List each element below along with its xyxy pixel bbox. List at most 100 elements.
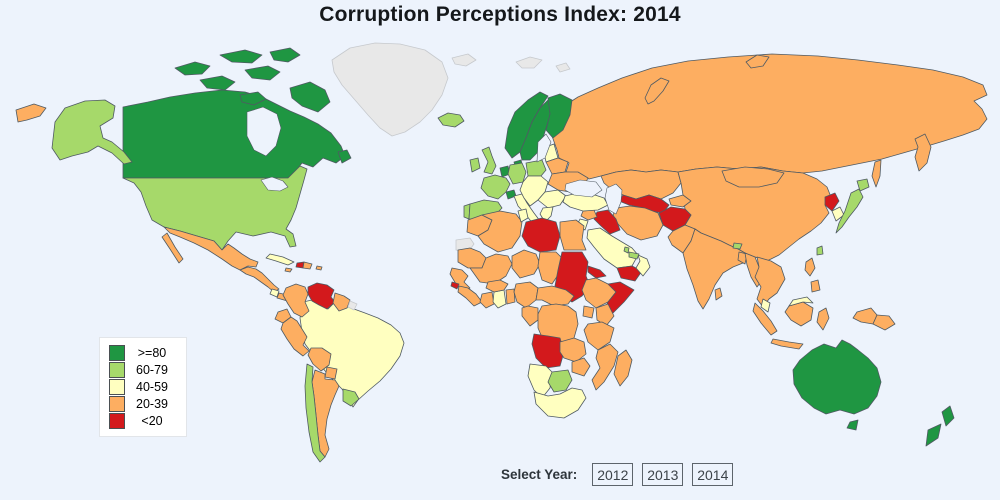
country-north-korea[interactable] [824,192,840,212]
country-paraguay[interactable] [324,366,338,380]
canada-arctic-island[interactable] [269,47,301,63]
australia-tasmania[interactable] [846,419,859,431]
country-namibia[interactable] [527,363,553,399]
canada-arctic-island[interactable] [174,61,211,76]
canada-newfoundland[interactable] [337,149,352,164]
region-guyana-suriname[interactable] [332,292,351,312]
country-iraq[interactable] [593,209,621,235]
country-zimbabwe[interactable] [571,357,591,377]
indonesia-sumatra[interactable] [752,302,778,336]
country-chad[interactable] [537,251,563,285]
canada-arctic-island[interactable] [219,49,263,64]
new-zealand-north-island[interactable] [941,405,955,427]
country-chile[interactable] [304,363,326,463]
country-uk[interactable] [481,146,497,175]
novaya-zemlya-islands[interactable] [644,77,670,105]
philippines-luzon[interactable] [804,257,816,277]
country-jamaica[interactable] [284,267,293,273]
country-iceland[interactable] [437,112,465,128]
country-uganda[interactable] [582,305,595,319]
country-japan[interactable] [835,188,864,234]
puerto-rico[interactable] [315,265,323,271]
canada-arctic-island[interactable] [199,75,236,91]
country-dominican-republic[interactable] [302,261,313,270]
country-tajikistan-kyrgyzstan[interactable] [668,194,692,208]
country-guinea[interactable] [457,285,483,307]
year-button-2012[interactable]: 2012 [592,463,634,486]
country-papua-new-guinea[interactable] [872,314,896,331]
country-libya[interactable] [521,217,561,253]
canada-arctic-island[interactable] [239,91,267,106]
country-eritrea[interactable] [587,265,607,279]
country-france[interactable] [480,174,511,200]
country-south-africa[interactable] [533,387,587,419]
country-ghana[interactable] [492,289,507,309]
country-zambia[interactable] [559,337,587,363]
sakhalin-island[interactable] [871,159,882,188]
country-finland[interactable] [545,93,573,139]
canada-arctic-island[interactable] [244,65,281,81]
country-cameroon-car[interactable] [535,285,575,307]
country-oman[interactable] [635,254,651,277]
indonesia-borneo[interactable] [784,301,814,327]
country-uruguay[interactable] [342,388,360,407]
year-button-2014[interactable]: 2014 [692,463,734,486]
country-australia[interactable] [792,339,882,415]
country-congo-gabon[interactable] [521,305,539,327]
country-poland[interactable] [525,159,547,177]
country-taiwan[interactable] [816,245,824,256]
kamchatka-peninsula[interactable] [914,133,932,172]
region-central-america[interactable] [239,266,280,293]
region-indochina[interactable] [754,256,786,308]
indonesia-java[interactable] [770,338,804,350]
canada-baffin-island[interactable] [289,81,331,113]
country-bhutan[interactable] [732,242,743,250]
country-mongolia[interactable] [721,166,785,188]
country-bolivia[interactable] [307,347,332,372]
country-mali[interactable] [469,253,513,285]
country-peru[interactable] [280,316,310,357]
mexico-baja-california[interactable] [161,232,184,264]
philippines-mindanao[interactable] [810,279,821,293]
country-qatar[interactable] [623,246,630,254]
country-malaysia[interactable] [760,298,771,313]
country-colombia[interactable] [282,283,310,318]
country-afghanistan[interactable] [658,206,692,232]
country-guinea-bissau[interactable] [450,281,460,290]
country-germany[interactable] [507,162,527,185]
country-bangladesh[interactable] [737,251,748,265]
japan-hokkaido[interactable] [856,178,870,192]
country-sri-lanka[interactable] [714,287,723,301]
country-angola[interactable] [531,333,565,369]
malaysia-borneo[interactable] [788,296,814,307]
country-ivory-coast[interactable] [479,291,495,309]
new-zealand-south-island[interactable] [925,423,942,447]
country-togo-benin[interactable] [505,288,516,305]
usa-alaska[interactable] [51,99,133,165]
country-belarus[interactable] [545,157,569,175]
country-usa[interactable] [122,165,308,251]
country-burkina-faso[interactable] [485,279,509,293]
country-mexico[interactable] [163,226,259,271]
country-botswana[interactable] [547,369,573,393]
country-mauritania[interactable] [457,247,487,269]
country-ireland[interactable] [469,157,481,173]
country-tunisia[interactable] [517,208,529,223]
severnaya-zemlya-islands[interactable] [745,54,770,69]
country-saudi-arabia[interactable] [586,227,639,269]
indonesia-sulawesi[interactable] [816,307,830,331]
country-yemen[interactable] [616,265,643,282]
country-egypt[interactable] [559,219,587,251]
country-cuba[interactable] [265,253,295,266]
country-kenya[interactable] [595,303,615,327]
country-norway[interactable] [504,91,549,159]
country-mozambique[interactable] [591,343,619,391]
country-tanzania[interactable] [583,321,615,351]
year-button-2013[interactable]: 2013 [642,463,684,486]
indonesia-new-guinea[interactable] [852,307,878,325]
country-madagascar[interactable] [613,349,633,387]
country-nigeria[interactable] [513,281,539,309]
country-niger[interactable] [511,249,541,279]
country-uae[interactable] [628,251,640,260]
country-algeria[interactable] [477,210,523,253]
